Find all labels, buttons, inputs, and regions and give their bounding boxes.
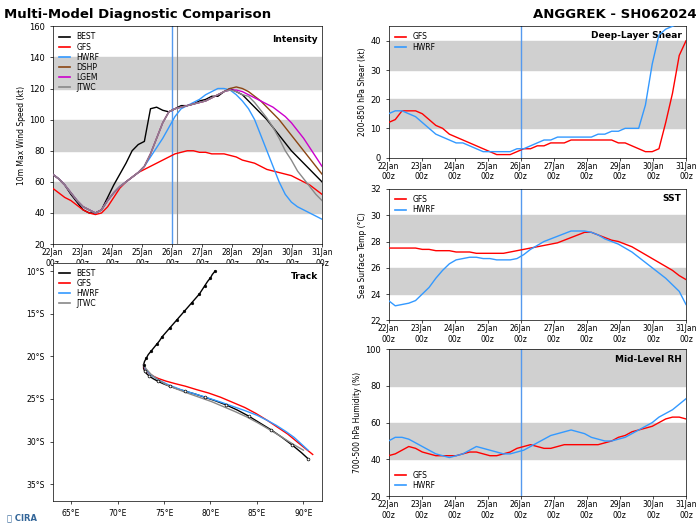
Text: Mid-Level RH: Mid-Level RH [615, 355, 682, 364]
Bar [389, 215, 686, 242]
Bar [389, 349, 686, 386]
Legend: BEST, GFS, HWRF, DSHP, LGEM, JTWC: BEST, GFS, HWRF, DSHP, LGEM, JTWC [56, 30, 102, 94]
Legend: GFS, HWRF: GFS, HWRF [392, 193, 438, 216]
Text: Intensity: Intensity [272, 35, 318, 44]
Legend: GFS, HWRF: GFS, HWRF [392, 30, 438, 54]
Y-axis label: 200-850 hPa Shear (kt): 200-850 hPa Shear (kt) [358, 48, 368, 136]
Text: Ⓢ CIRA: Ⓢ CIRA [7, 513, 37, 522]
Text: Track: Track [290, 272, 318, 281]
Y-axis label: 10m Max Wind Speed (kt): 10m Max Wind Speed (kt) [18, 86, 26, 185]
Y-axis label: Sea Surface Temp (°C): Sea Surface Temp (°C) [358, 212, 368, 298]
Bar [389, 99, 686, 128]
Bar [52, 182, 322, 213]
Text: Multi-Model Diagnostic Comparison: Multi-Model Diagnostic Comparison [4, 8, 271, 21]
Bar [52, 120, 322, 151]
Bar [52, 57, 322, 89]
Bar [389, 423, 686, 459]
Bar [389, 268, 686, 294]
Text: Deep-Layer Shear: Deep-Layer Shear [591, 32, 682, 40]
Bar [389, 41, 686, 70]
Text: ANGGREK - SH062024: ANGGREK - SH062024 [533, 8, 696, 21]
Legend: GFS, HWRF: GFS, HWRF [392, 469, 438, 492]
Legend: BEST, GFS, HWRF, JTWC: BEST, GFS, HWRF, JTWC [56, 266, 102, 310]
Y-axis label: 700-500 hPa Humidity (%): 700-500 hPa Humidity (%) [354, 372, 363, 473]
Text: SST: SST [663, 194, 682, 203]
